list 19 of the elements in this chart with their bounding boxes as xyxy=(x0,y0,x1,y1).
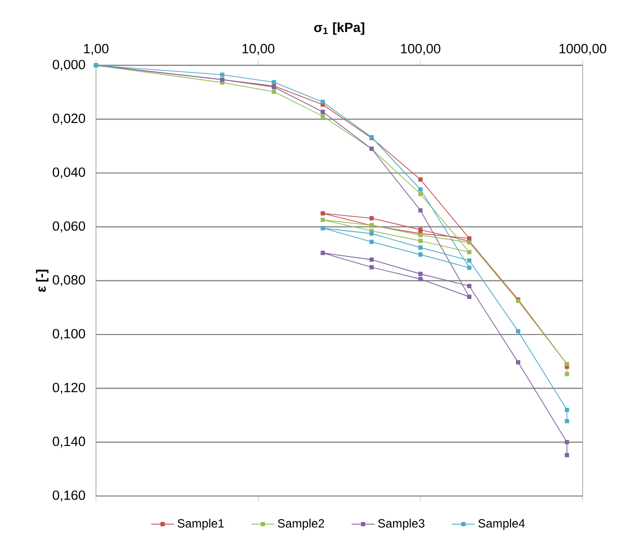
legend-label: Sample4 xyxy=(478,518,525,530)
y-tick-label: 0,140 xyxy=(52,436,86,448)
x-tick-label: 1000,00 xyxy=(560,44,606,56)
y-tick-label: 0,080 xyxy=(52,275,86,286)
legend-label: Sample3 xyxy=(378,518,424,530)
y-tick-label: 0,040 xyxy=(52,168,86,179)
x-tick-label: 10,00 xyxy=(242,44,274,56)
y-axis-title: ε [-] xyxy=(36,270,48,292)
y-tick-label: 0,020 xyxy=(52,114,86,125)
legend-label: Sample1 xyxy=(178,518,224,530)
x-tick-label: 1,00 xyxy=(84,44,108,56)
legend-label: Sample2 xyxy=(278,518,324,530)
y-tick-label: 0,060 xyxy=(52,221,86,232)
x-axis-title: σ$_{1}$ [kPa] xyxy=(314,22,364,35)
x-tick-label: 100,00 xyxy=(401,44,440,56)
y-tick-label: 0,100 xyxy=(52,329,86,340)
y-tick-label: 0,000 xyxy=(52,60,86,71)
y-tick-label: 0,120 xyxy=(52,382,86,394)
y-tick-label: 0,160 xyxy=(52,490,86,502)
